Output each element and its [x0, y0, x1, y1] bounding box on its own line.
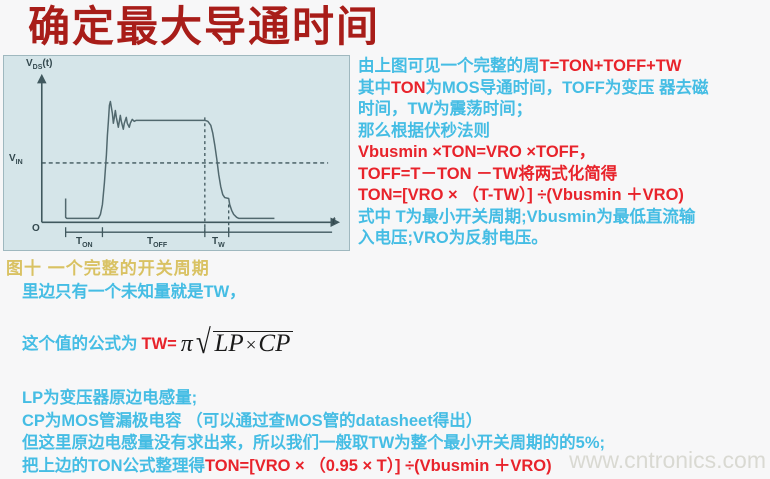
- text-segment: LP为变压器原边电感量;: [22, 389, 198, 407]
- vin-label-sub: IN: [15, 159, 23, 166]
- text-segment: 时间，TW为震荡时间；: [358, 100, 533, 118]
- right-text-line: 那么根据伏秒法则: [358, 121, 768, 143]
- figure-caption: 图十 一个完整的开关周期: [6, 259, 210, 278]
- text-segment: 其中: [358, 78, 391, 97]
- right-text-line: Vbusmin ×TON=VRO ×TOFF，: [358, 142, 768, 164]
- interval-label-toff-sub: OFF: [153, 242, 168, 249]
- right-text-line: TOFF=T－TON －TW将两式化简得: [358, 164, 768, 186]
- right-text-line: 其中TON为MOS导通时间，TOFF为变压 器去磁: [358, 78, 768, 100]
- right-text-line: 时间，TW为震荡时间；: [358, 99, 768, 121]
- bottom-text-line: 但这里原边电感量没有求出来，所以我们一般取TW为整个最小开关周期的的5%;: [22, 432, 770, 455]
- right-text-line: 由上图可见一个完整的周T=TON+TOFF+TW: [358, 56, 768, 78]
- radical-sign: √: [195, 324, 211, 361]
- y-axis-label-tail: (t): [42, 58, 53, 69]
- page-title: 确定最大导通时间: [28, 3, 381, 50]
- unknown-quantity-line: 里边只有一个未知量就是TW，: [22, 283, 246, 301]
- right-text-line: TON=[VRO × （T-TW）] ÷(Vbusmin ＋VRO): [358, 185, 768, 207]
- tw-formula-line: 这个值的公式为 TW= π √ LP ×CP: [22, 324, 294, 361]
- radicand-cp: CP: [258, 330, 291, 357]
- x-axis-label: t: [332, 216, 336, 227]
- y-axis-label-sub: DS: [32, 64, 43, 71]
- text-segment: 入电压;VRO为反射电压。: [358, 229, 548, 247]
- interval-label-tw: TW: [212, 236, 225, 249]
- right-text-line: 入电压;VRO为反射电压。: [358, 228, 768, 250]
- text-segment: TON=[VRO × （T-TW）] ÷(Vbusmin ＋VRO): [358, 186, 684, 204]
- interval-label-ton-sub: ON: [82, 242, 93, 249]
- bottom-text-block: LP为变压器原边电感量; CP为MOS管漏极电容 （可以通过查MOS管的data…: [22, 387, 770, 477]
- formula-tw-label: TW=: [141, 334, 177, 353]
- tw-math-expression: π √ LP ×CP: [180, 324, 294, 361]
- bottom-text-line: 把上边的TON公式整理得TON=[VRO × （0.95 × T）] ÷(Vbu…: [22, 455, 770, 478]
- waveform-chart: [37, 73, 341, 238]
- text-segment: Vbusmin ×TON=VRO ×TOFF，: [358, 143, 596, 161]
- text-segment: 式中 T为最小开关周期;Vbusmin为最低直流输: [358, 207, 696, 226]
- interval-label-ton-main: T: [76, 236, 83, 247]
- bottom-text-line: CP为MOS管漏极电容 （可以通过查MOS管的datasheet得出）: [22, 410, 770, 433]
- vds-waveform-trace: [64, 100, 275, 220]
- text-segment: TON=[VRO × （0.95 × T）] ÷(Vbusmin ＋VRO): [205, 456, 552, 475]
- origin-label: O: [32, 223, 40, 234]
- text-segment: T=TON+TOFF+TW: [539, 57, 682, 75]
- vin-label: VIN: [9, 153, 23, 166]
- radicand-times: ×: [245, 335, 257, 356]
- formula-prefix-label: 这个值的公式为: [22, 334, 138, 353]
- text-segment: TON: [391, 78, 426, 97]
- y-axis-label: VDS(t): [26, 58, 52, 71]
- text-segment: TOFF=T－TON －TW将两式化简得: [358, 164, 618, 183]
- interval-label-toff-main: T: [147, 236, 154, 247]
- right-text-block: 由上图可见一个完整的周T=TON+TOFF+TW 其中TON为MOS导通时间，T…: [358, 56, 768, 250]
- interval-label-tw-main: T: [212, 236, 219, 247]
- text-segment: 为MOS导通时间，TOFF为变压 器去磁: [425, 78, 709, 97]
- interval-label-toff: TOFF: [147, 236, 167, 249]
- right-text-line: 式中 T为最小开关周期;Vbusmin为最低直流输: [358, 207, 768, 229]
- y-axis-label-main: V: [26, 58, 33, 69]
- text-segment: 那么根据伏秒法则: [358, 121, 490, 140]
- text-segment: 由上图可见一个完整的周: [358, 57, 540, 75]
- pi-symbol: π: [180, 330, 193, 357]
- text-segment: CP为MOS管漏极电容 （可以通过查MOS管的datasheet得出）: [22, 411, 483, 430]
- vin-label-main: V: [9, 153, 16, 164]
- text-segment: 把上边的TON公式整理得: [22, 456, 206, 475]
- radicand: LP ×CP: [212, 330, 294, 357]
- square-root: √ LP ×CP: [194, 324, 294, 361]
- bottom-text-line: LP为变压器原边电感量;: [22, 387, 770, 410]
- interval-label-ton: TON: [76, 236, 93, 249]
- waveform-figure: VDS(t) VIN O t TON TOFF TW: [3, 55, 350, 251]
- text-segment: 但这里原边电感量没有求出来，所以我们一般取TW为整个最小开关周期的的5%;: [22, 434, 605, 452]
- interval-label-tw-sub: W: [218, 242, 225, 249]
- radicand-lp: LP: [214, 330, 244, 357]
